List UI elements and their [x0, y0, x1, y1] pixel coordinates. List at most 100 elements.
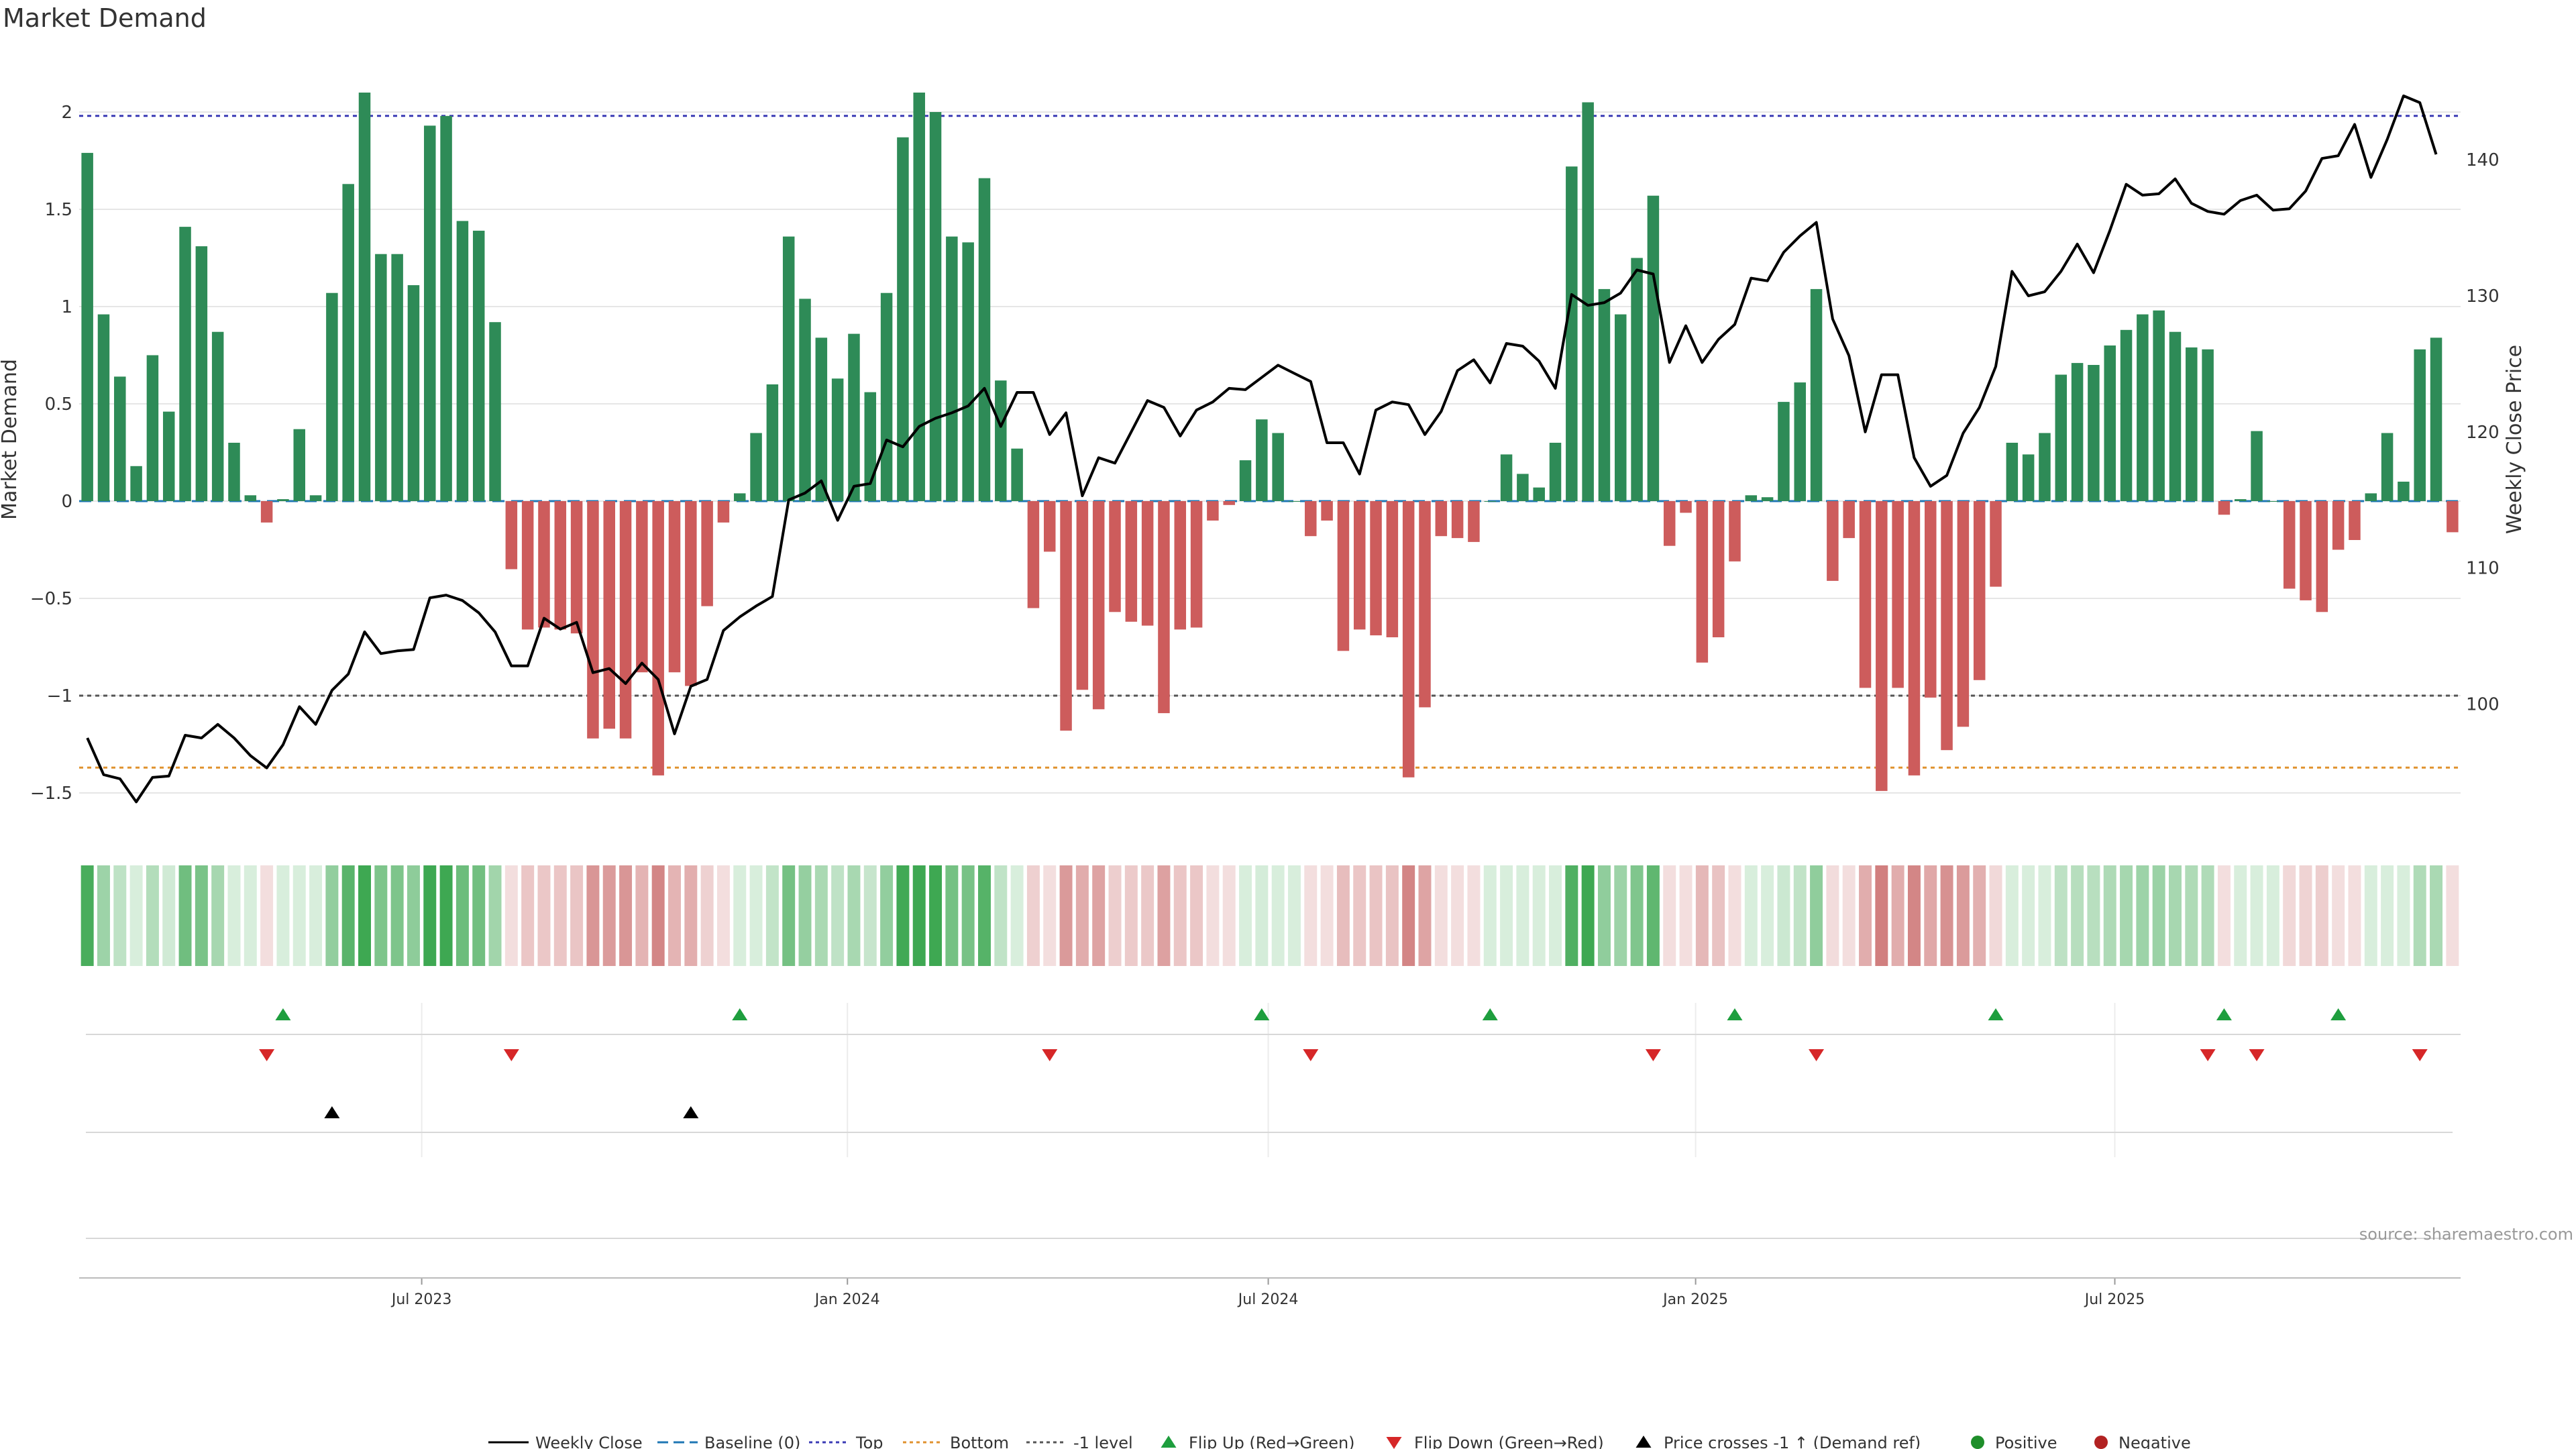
- negative-demand-bar: [2447, 501, 2459, 533]
- positive-demand-bar: [326, 292, 338, 501]
- heat-cell: [1206, 865, 1220, 966]
- heat-cell: [2315, 865, 2328, 966]
- heat-cell: [1239, 865, 1252, 966]
- heat-cell: [390, 865, 404, 966]
- heat-cell: [1451, 865, 1464, 966]
- positive-demand-bar: [799, 299, 811, 501]
- flip-up-marker: [1727, 1008, 1743, 1020]
- negative-demand-bar: [717, 501, 730, 523]
- positive-demand-bar: [2039, 433, 2051, 501]
- y-axis-ticks: −1.5 −1 −0.5 0 0.5 1 1.5 2: [30, 103, 72, 804]
- flip-down-marker: [2200, 1049, 2216, 1061]
- heat-cell: [1646, 865, 1660, 966]
- heat-cell: [2250, 865, 2263, 966]
- flip-up-marker: [732, 1008, 748, 1020]
- heat-cell: [292, 865, 306, 966]
- x-tick-label: Jul 2024: [1237, 1291, 1299, 1308]
- positive-demand-bar: [978, 178, 991, 501]
- x-axis: Jul 2023 Jan 2024 Jul 2024 Jan 2025 Jul 2025: [79, 1277, 2461, 1308]
- heat-cell: [1369, 865, 1383, 966]
- legend-swatch-dot: [1971, 1436, 1984, 1449]
- positive-demand-bar: [130, 466, 142, 501]
- legend-label: Positive: [1995, 1434, 2057, 1449]
- heat-cell: [553, 865, 567, 966]
- legend-swatch-triangle-up: [1635, 1436, 1652, 1448]
- negative-demand-bar: [1973, 501, 1986, 680]
- positive-demand-bar: [2071, 363, 2084, 501]
- weekly-close-polyline: [86, 94, 2438, 804]
- heat-cell: [2364, 865, 2377, 966]
- x-tick-label: Jul 2025: [2084, 1291, 2145, 1308]
- source-note: source: sharemaestro.com: [2359, 1225, 2573, 1244]
- heat-cell: [1663, 865, 1676, 966]
- heat-cell: [1336, 865, 1350, 966]
- negative-demand-bar: [1712, 501, 1725, 637]
- positive-demand-bar: [1288, 501, 1301, 502]
- negative-demand-bar: [1925, 501, 1937, 698]
- heat-cell: [994, 865, 1008, 966]
- heat-cell: [2038, 865, 2051, 966]
- heat-cell: [325, 865, 339, 966]
- heat-cell: [1614, 865, 1627, 966]
- negative-demand-bar: [2218, 501, 2231, 515]
- heat-cell: [2152, 865, 2165, 966]
- heat-cell: [2266, 865, 2279, 966]
- heat-cell: [227, 865, 241, 966]
- heat-cell: [1173, 865, 1187, 966]
- flip-up-marker: [1988, 1008, 2004, 1020]
- negative-demand-bar: [1680, 501, 1692, 513]
- y2-axis-title: Weekly Close Price: [2503, 345, 2526, 534]
- negative-demand-bar: [1076, 501, 1089, 690]
- heat-cell: [455, 865, 469, 966]
- positive-demand-bar: [97, 314, 110, 501]
- heat-cell: [2071, 865, 2084, 966]
- positive-demand-bar: [1598, 288, 1611, 501]
- heat-cell: [2120, 865, 2133, 966]
- negative-demand-bar: [2316, 501, 2328, 612]
- y-tick-label: −0.5: [30, 589, 72, 609]
- heat-cell: [1761, 865, 1774, 966]
- negative-demand-bar: [1402, 501, 1415, 777]
- heat-cell: [978, 865, 991, 966]
- heat-cell: [945, 865, 959, 966]
- y2-tick-label: 130: [2466, 286, 2500, 307]
- positive-demand-bar: [995, 380, 1007, 501]
- heat-cell: [260, 865, 274, 966]
- y-tick-label: 2: [61, 103, 72, 123]
- positive-demand-bar: [211, 331, 224, 501]
- flip-up-marker: [1482, 1008, 1498, 1020]
- positive-demand-bar: [2251, 431, 2263, 501]
- heat-cell: [733, 865, 747, 966]
- heat-cell: [2381, 865, 2394, 966]
- positive-demand-bar: [1484, 501, 1497, 502]
- positive-demand-bar: [81, 152, 93, 501]
- positive-demand-bar: [2267, 501, 2279, 502]
- positive-demand-bar: [342, 184, 354, 501]
- negative-demand-bar: [1892, 501, 1904, 688]
- price-cross-marker: [683, 1106, 699, 1118]
- heat-cell: [1744, 865, 1758, 966]
- legend-label: Flip Up (Red→Green): [1189, 1434, 1355, 1449]
- positive-demand-bar: [277, 499, 289, 501]
- heat-cell: [472, 865, 486, 966]
- positive-demand-bar: [244, 495, 257, 501]
- negative-demand-bar: [1876, 501, 1888, 792]
- positive-demand-bar: [309, 495, 322, 501]
- heat-cell: [1385, 865, 1399, 966]
- heat-cell: [537, 865, 551, 966]
- heat-cell: [1320, 865, 1334, 966]
- flip-down-marker: [259, 1049, 275, 1061]
- heat-cell: [1956, 865, 1970, 966]
- positive-demand-bar: [2398, 482, 2410, 501]
- negative-demand-bar: [1663, 501, 1676, 546]
- heat-cell: [1287, 865, 1301, 966]
- positive-demand-bar: [2202, 349, 2214, 501]
- legend-label: Top: [855, 1434, 883, 1449]
- heat-cell: [407, 865, 420, 966]
- heat-cell: [586, 865, 600, 966]
- positive-demand-bar: [2153, 310, 2165, 501]
- heat-cell: [1124, 865, 1138, 966]
- heat-cell: [1222, 865, 1236, 966]
- price-cross-marker: [324, 1106, 340, 1118]
- legend-swatch-dot: [2094, 1436, 2108, 1449]
